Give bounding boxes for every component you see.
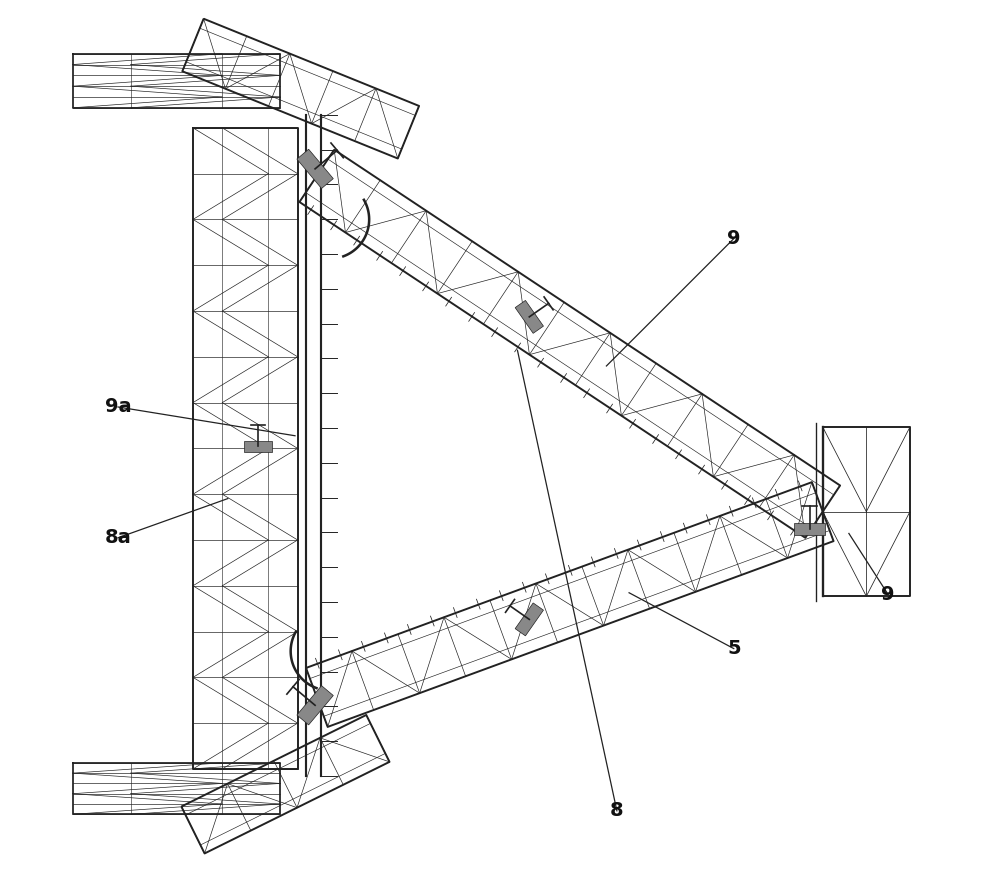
Text: 9a: 9a bbox=[105, 397, 131, 416]
Text: 8a: 8a bbox=[105, 528, 131, 547]
Polygon shape bbox=[515, 603, 543, 636]
Polygon shape bbox=[297, 686, 333, 724]
Text: 8: 8 bbox=[610, 802, 624, 820]
Polygon shape bbox=[794, 522, 825, 536]
Polygon shape bbox=[515, 300, 543, 333]
Text: 5: 5 bbox=[727, 639, 741, 658]
Text: 9: 9 bbox=[727, 229, 741, 248]
Polygon shape bbox=[297, 150, 333, 188]
Polygon shape bbox=[244, 441, 272, 452]
Text: 9: 9 bbox=[881, 585, 895, 604]
